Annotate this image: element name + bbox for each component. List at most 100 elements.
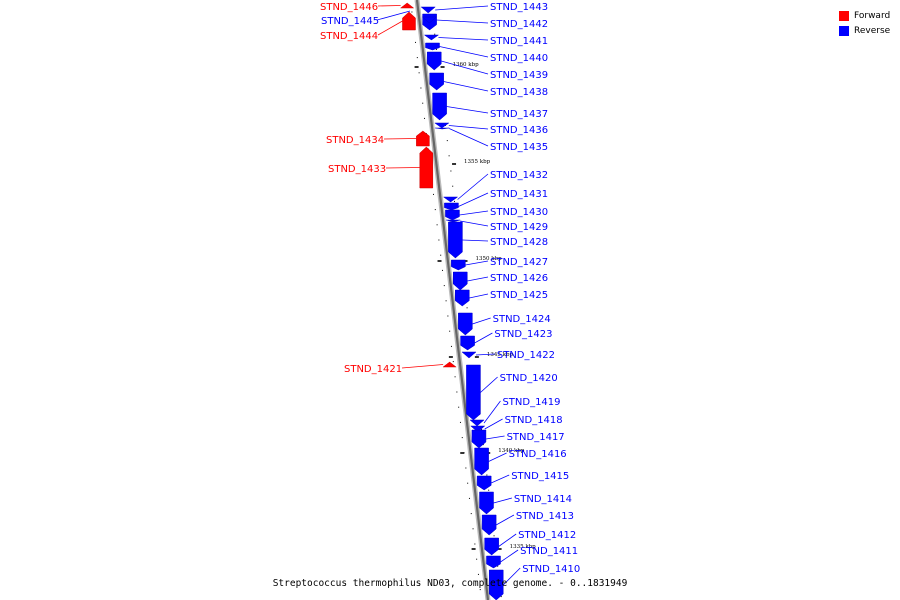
gene-label-stnd_1445: STND_1445 xyxy=(321,16,379,27)
gene-leader-stnd_1437 xyxy=(446,106,489,114)
reverse-swatch xyxy=(839,25,849,36)
gene-feature-stnd_1416 xyxy=(474,447,489,476)
gene-label-stnd_1418: STND_1418 xyxy=(505,415,563,426)
gene-leader-stnd_1413 xyxy=(495,514,515,526)
gene-feature-stnd_1440 xyxy=(425,42,440,51)
gene-leader-stnd_1442 xyxy=(436,19,489,24)
backbone xyxy=(415,0,490,600)
gene-label-stnd_1428: STND_1428 xyxy=(490,237,548,248)
gene-leader-stnd_1436 xyxy=(448,125,489,130)
scale-tick-label: 1355 kbp xyxy=(464,159,491,165)
gene-feature-stnd_1428 xyxy=(448,221,463,259)
gene-feature-stnd_1423 xyxy=(460,335,475,351)
gene-leader-stnd_1414 xyxy=(493,497,513,504)
gene-leader-stnd_1446 xyxy=(377,5,401,7)
gene-label-stnd_1425: STND_1425 xyxy=(490,290,548,301)
gene-label-stnd_1415: STND_1415 xyxy=(511,471,569,482)
forward-swatch xyxy=(839,10,849,21)
legend-item-reverse: Reverse xyxy=(839,24,890,37)
gene-label-stnd_1432: STND_1432 xyxy=(490,170,548,181)
legend-item-forward: Forward xyxy=(839,9,890,22)
gene-label-stnd_1446: STND_1446 xyxy=(320,2,378,13)
legend-label-reverse: Reverse xyxy=(854,25,891,36)
gene-feature-stnd_1410 xyxy=(488,569,504,600)
gene-leader-stnd_1410 xyxy=(502,567,521,586)
gene-feature-stnd_1442 xyxy=(421,16,438,24)
gene-label-stnd_1440: STND_1440 xyxy=(490,53,548,64)
gene-feature-stnd_1438 xyxy=(429,72,444,91)
scale-tick-label: 1350 kbp xyxy=(476,256,503,262)
gene-leader-stnd_1422 xyxy=(475,353,495,356)
legend: Forward Reverse xyxy=(839,9,890,39)
legend-label-forward: Forward xyxy=(854,10,891,21)
gene-feature-stnd_1425 xyxy=(455,289,470,307)
gene-leader-stnd_1418 xyxy=(484,418,503,430)
gene-label-stnd_1441: STND_1441 xyxy=(490,36,548,47)
gene-leader-stnd_1430 xyxy=(459,210,489,216)
gene-feature-stnd_1427 xyxy=(451,259,466,271)
gene-feature-stnd_1412 xyxy=(484,537,499,556)
gene-label-stnd_1429: STND_1429 xyxy=(490,222,548,233)
gene-label-stnd_1444: STND_1444 xyxy=(320,31,378,42)
gene-feature-stnd_1444 xyxy=(402,11,416,31)
gene-leader-stnd_1429 xyxy=(460,220,489,227)
gene-label-stnd_1423: STND_1423 xyxy=(494,329,552,340)
gene-feature-stnd_1446 xyxy=(399,2,415,9)
gene-feature-stnd_1436 xyxy=(434,122,450,129)
gene-feature-stnd_1434 xyxy=(416,130,430,147)
gene-leader-stnd_1439 xyxy=(441,60,489,75)
gene-leader-stnd_1435 xyxy=(449,128,489,147)
gene-feature-stnd_1414 xyxy=(479,491,494,515)
gene-feature-stnd_1432 xyxy=(442,196,459,203)
gene-leader-stnd_1440 xyxy=(439,46,489,58)
gene-feature-stnd_1433 xyxy=(419,146,434,189)
gene-leader-stnd_1427 xyxy=(465,260,489,266)
gene-label-stnd_1414: STND_1414 xyxy=(514,494,572,505)
gene-feature-stnd_1426 xyxy=(452,271,468,291)
gene-leader-stnd_1438 xyxy=(443,81,489,92)
gene-label-stnd_1422: STND_1422 xyxy=(497,350,555,361)
gene-feature-stnd_1420 xyxy=(466,364,481,421)
gene-label-stnd_1437: STND_1437 xyxy=(490,109,548,120)
gene-label-stnd_1417: STND_1417 xyxy=(507,432,565,443)
gene-feature-stnd_1422 xyxy=(461,351,477,359)
gene-leader-stnd_1445 xyxy=(376,10,411,21)
gene-leader-stnd_1417 xyxy=(485,435,505,440)
gene-feature-stnd_1417 xyxy=(471,429,487,449)
gene-leader-stnd_1424 xyxy=(472,317,491,325)
genome-caption: Streptococcus thermophilus ND03, complet… xyxy=(272,578,628,589)
gene-label-stnd_1420: STND_1420 xyxy=(500,373,558,384)
gene-leader-stnd_1419 xyxy=(483,400,501,424)
gene-feature-stnd_1419 xyxy=(469,419,485,427)
gene-label-stnd_1427: STND_1427 xyxy=(490,257,548,268)
gene-leader-stnd_1431 xyxy=(458,192,489,207)
gene-feature-stnd_1441 xyxy=(423,34,440,41)
gene-feature-stnd_1418 xyxy=(470,425,486,433)
gene-feature-stnd_1424 xyxy=(458,312,473,336)
gene-label-stnd_1443: STND_1443 xyxy=(490,2,548,13)
scale-tick-label: 1360 kbp xyxy=(453,62,480,68)
gene-label-stnd_1439: STND_1439 xyxy=(490,70,548,81)
gene-feature-stnd_1439 xyxy=(426,51,442,71)
gene-feature-stnd_1435 xyxy=(435,127,450,130)
gene-label-stnd_1424: STND_1424 xyxy=(493,314,551,325)
scale-tick-label: 1340 kbp xyxy=(498,448,525,454)
gene-label-stnd_1435: STND_1435 xyxy=(490,142,548,153)
gene-leader-stnd_1416 xyxy=(488,452,507,462)
gene-leader-stnd_1441 xyxy=(438,37,489,41)
gene-leader-stnd_1428 xyxy=(462,239,489,242)
gene-label-stnd_1434: STND_1434 xyxy=(326,135,384,146)
scale-tick-label: 1345 kbp xyxy=(487,352,514,358)
gene-label-stnd_1426: STND_1426 xyxy=(490,273,548,284)
gene-leader-stnd_1420 xyxy=(480,376,498,393)
gene-leader-stnd_1415 xyxy=(490,474,510,484)
gene-feature-stnd_1429 xyxy=(446,219,461,223)
gene-leader-stnd_1433 xyxy=(385,167,420,169)
gene-leader-stnd_1434 xyxy=(383,138,417,140)
gene-feature-stnd_1413 xyxy=(481,514,497,536)
gene-label-stnd_1442: STND_1442 xyxy=(490,19,548,30)
gene-label-stnd_1433: STND_1433 xyxy=(328,164,386,175)
gene-label-stnd_1430: STND_1430 xyxy=(490,207,548,218)
gene-leader-stnd_1412 xyxy=(498,533,517,547)
